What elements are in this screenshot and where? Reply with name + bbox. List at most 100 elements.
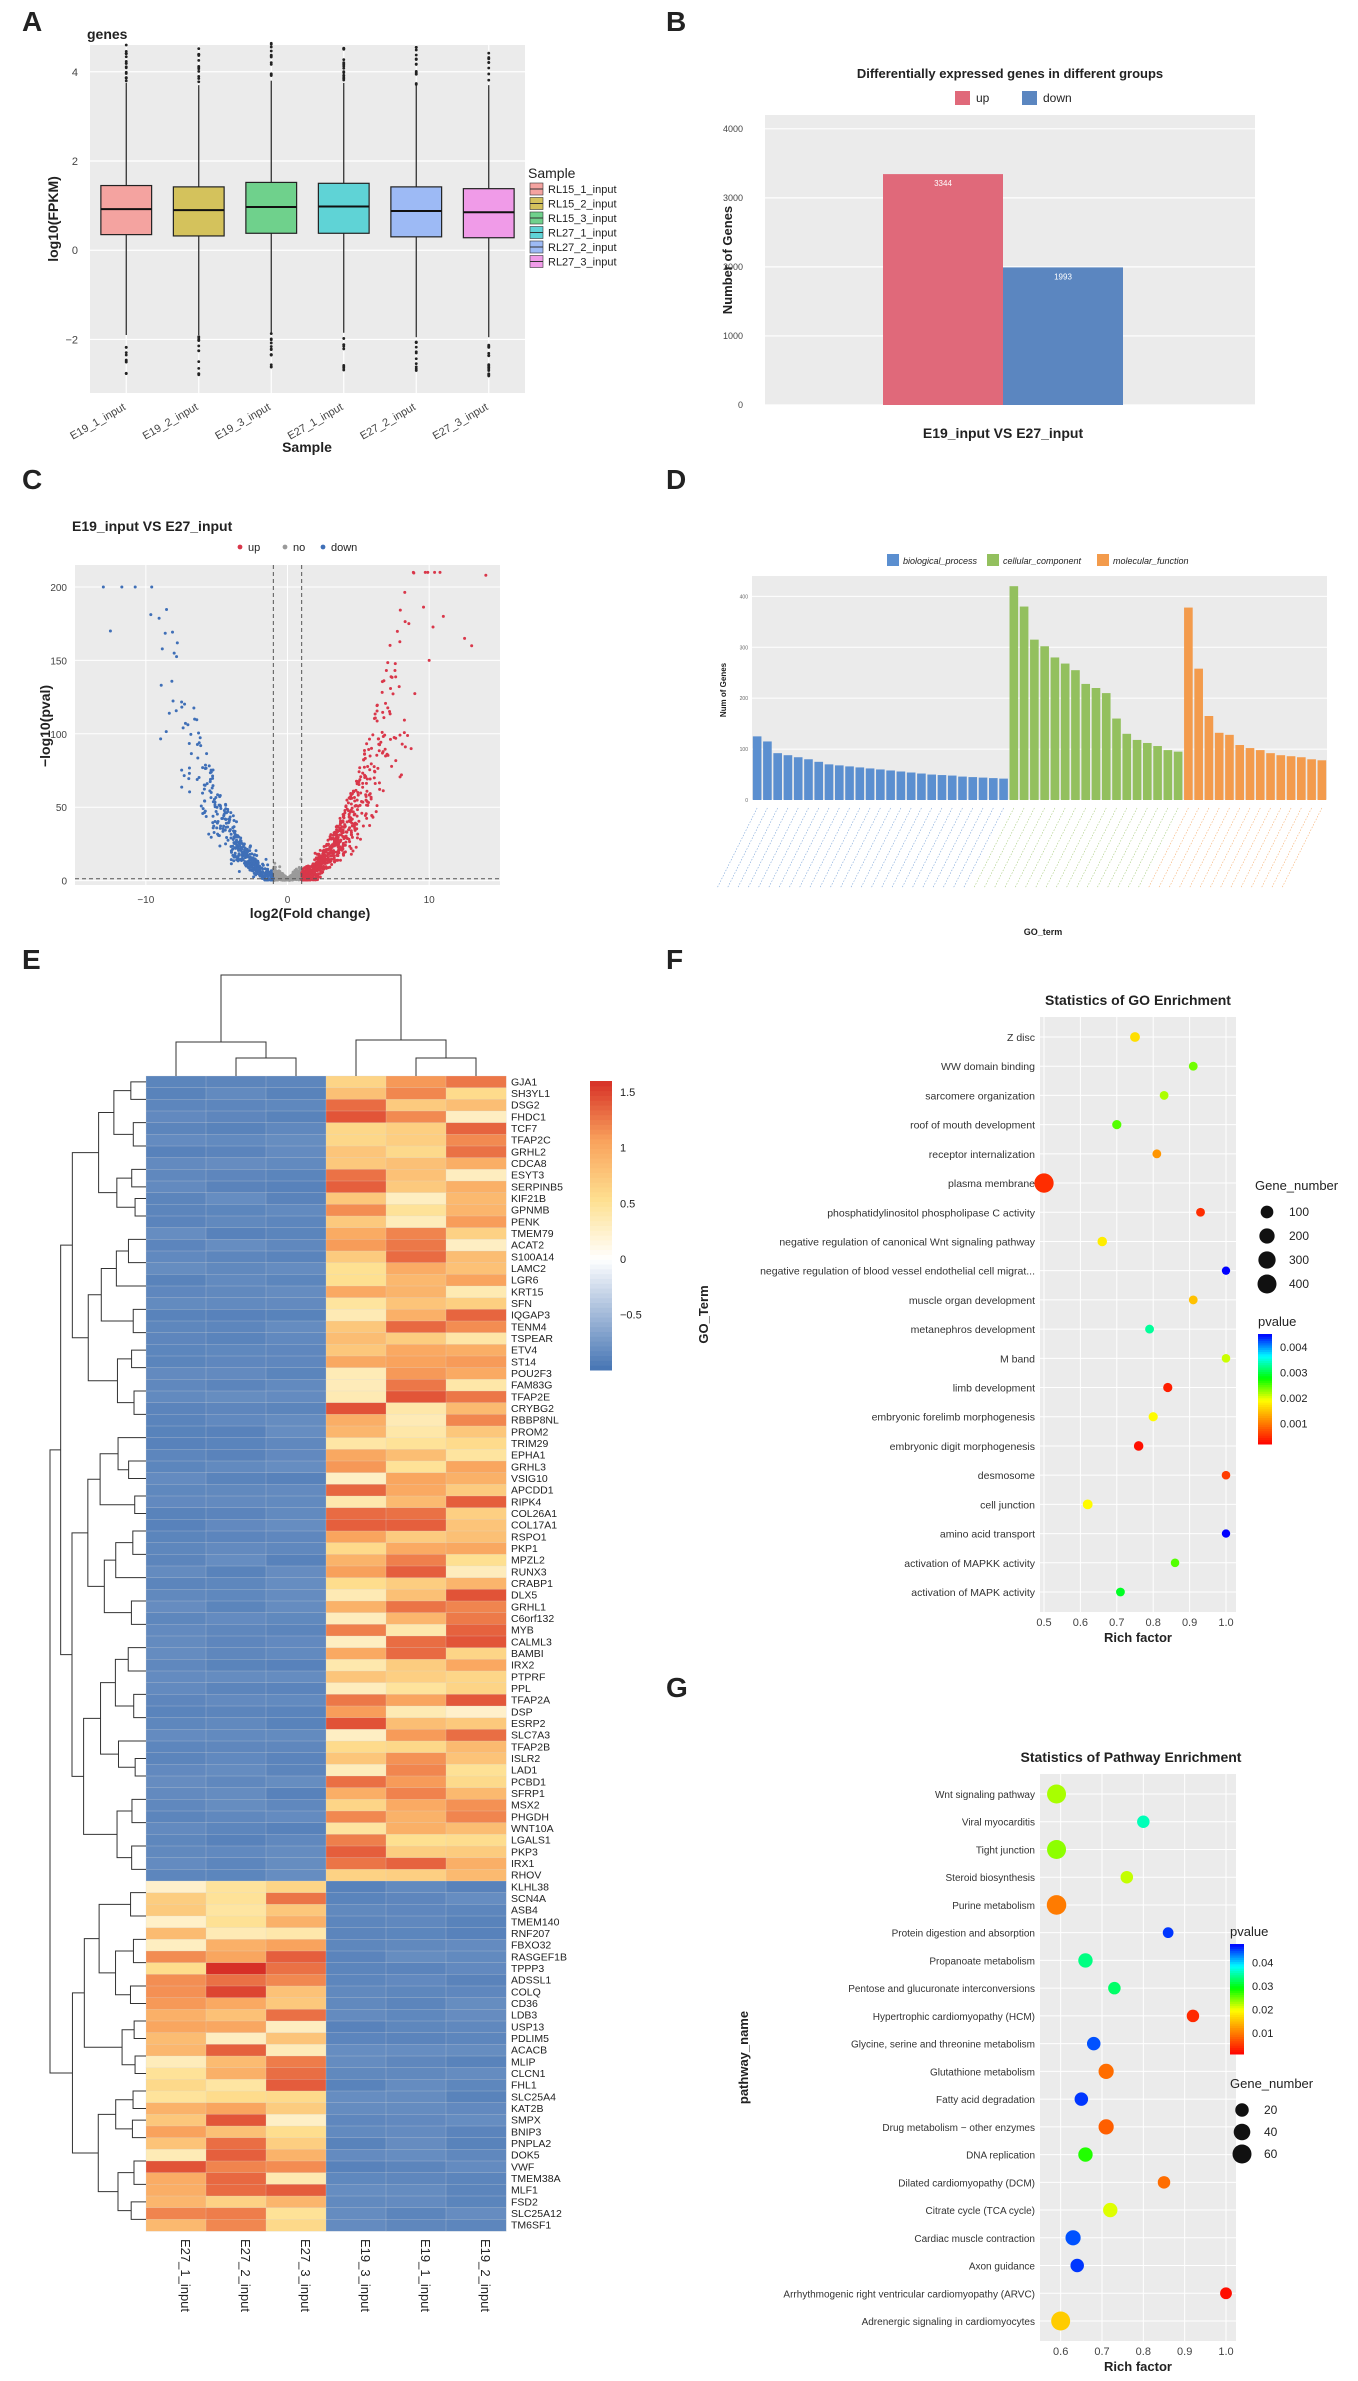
- row-label: PROM2: [511, 1426, 549, 1438]
- heatmap-cell: [445, 1519, 507, 1532]
- point-up: [309, 876, 313, 880]
- data-point: [1112, 1120, 1122, 1130]
- point-down: [242, 842, 246, 846]
- heatmap-cell: [145, 2055, 207, 2069]
- point-down: [180, 700, 184, 704]
- colorbar-segment: [1258, 1340, 1272, 1344]
- point-up: [326, 847, 330, 851]
- heatmap-cell: [385, 1192, 447, 1205]
- heatmap-cell: [325, 2009, 387, 2022]
- point-down: [199, 804, 203, 808]
- point-down: [196, 756, 200, 760]
- heatmap-cell: [265, 2055, 327, 2069]
- heatmap-cell: [385, 1857, 447, 1870]
- colorbar-segment: [1230, 2003, 1244, 2007]
- heatmap-cell: [325, 1647, 387, 1660]
- bar-biological_process: [978, 777, 988, 800]
- bar-molecular_function: [1194, 668, 1203, 800]
- x-tick-label-placeholder: [1250, 807, 1292, 889]
- colorbar-segment: [590, 1215, 612, 1222]
- outlier-point: [269, 45, 273, 49]
- y-tick-label: 100: [740, 747, 749, 753]
- point-down: [181, 726, 185, 730]
- point-up: [463, 636, 467, 640]
- row-label: KRT15: [511, 1286, 544, 1298]
- row-label: TMEM140: [511, 1916, 560, 1928]
- heatmap-cell: [145, 1227, 207, 1240]
- dendrogram-branch: [99, 1453, 135, 1506]
- point-up: [389, 675, 393, 679]
- outlier-point: [414, 341, 418, 345]
- point-up: [323, 862, 327, 866]
- heatmap-cell: [265, 1472, 327, 1485]
- legend-marker: [320, 544, 326, 550]
- heatmap-cell: [325, 1274, 387, 1287]
- x-tick-label-placeholder: [1076, 807, 1117, 889]
- outlier-point: [197, 52, 201, 56]
- outlier-point: [414, 48, 418, 52]
- outlier-point: [197, 69, 201, 73]
- heatmap-cell: [325, 1169, 387, 1182]
- outlier-point: [269, 353, 273, 357]
- point-up: [382, 716, 386, 720]
- heatmap-cell: [145, 1950, 207, 1964]
- colorbar-segment: [590, 1288, 612, 1294]
- heatmap-cell: [325, 1087, 387, 1100]
- data-point: [1163, 1382, 1173, 1393]
- heatmap-cell: [385, 1402, 447, 1415]
- heatmap-cell: [325, 1600, 387, 1614]
- heatmap-cell: [445, 1099, 507, 1112]
- heatmap-cell: [445, 2137, 507, 2150]
- row-label: SFN: [511, 1298, 532, 1310]
- heatmap-cell: [325, 1892, 387, 1905]
- heatmap-cell: [205, 1239, 267, 1252]
- point-down: [208, 780, 212, 784]
- term-label: Wnt signaling pathway: [935, 1790, 1035, 1801]
- outlier-point: [342, 70, 346, 74]
- row-label: COLQ: [511, 1986, 541, 1998]
- point-up: [351, 849, 355, 853]
- point-up: [375, 709, 379, 713]
- heatmap-cell: [205, 1694, 267, 1707]
- heatmap-cell: [265, 1950, 327, 1964]
- point-up: [364, 798, 368, 802]
- point-up: [363, 775, 367, 779]
- heatmap-cell: [265, 1239, 327, 1252]
- heatmap-cell: [205, 2067, 267, 2080]
- row-label: PDLIM5: [511, 2033, 549, 2045]
- point-up: [343, 811, 347, 815]
- heatmap-cell: [145, 1822, 207, 1835]
- heatmap-cell: [205, 1752, 267, 1765]
- heatmap-cell: [265, 1285, 327, 1299]
- x-tick-label-placeholder: [840, 807, 881, 889]
- outlier-point: [269, 365, 273, 369]
- point-down: [163, 631, 167, 635]
- plot-area: [1040, 1017, 1236, 1612]
- heatmap-cell: [205, 1740, 267, 1754]
- row-label: GRHL3: [511, 1461, 546, 1473]
- bar-biological_process: [906, 772, 916, 800]
- point-up: [321, 849, 325, 853]
- heatmap-cell: [325, 1997, 387, 2010]
- point-up: [332, 850, 336, 854]
- x-tick-label: 1.0: [1218, 1617, 1233, 1629]
- heatmap-cell: [145, 1799, 207, 1812]
- point-down: [187, 777, 191, 781]
- point-up: [423, 570, 427, 574]
- heatmap-cell: [145, 1239, 207, 1252]
- heatmap-cell: [325, 1764, 387, 1777]
- heatmap-cell: [205, 1799, 267, 1812]
- size-legend-marker: [1259, 1228, 1275, 1244]
- heatmap-cell: [145, 1320, 207, 1334]
- size-legend-label: 60: [1264, 2147, 1278, 2161]
- colorbar-segment: [1230, 2014, 1244, 2018]
- heatmap-cell: [445, 2102, 507, 2115]
- point-up: [354, 779, 358, 783]
- heatmap-cell: [385, 1915, 447, 1929]
- x-tick-label-placeholder: [1107, 807, 1148, 889]
- heatmap-cell: [385, 1250, 447, 1264]
- heatmap-cell: [445, 2020, 507, 2034]
- outlier-point: [414, 362, 418, 366]
- colorbar-segment: [1258, 1369, 1272, 1372]
- heatmap-cell: [265, 1612, 327, 1625]
